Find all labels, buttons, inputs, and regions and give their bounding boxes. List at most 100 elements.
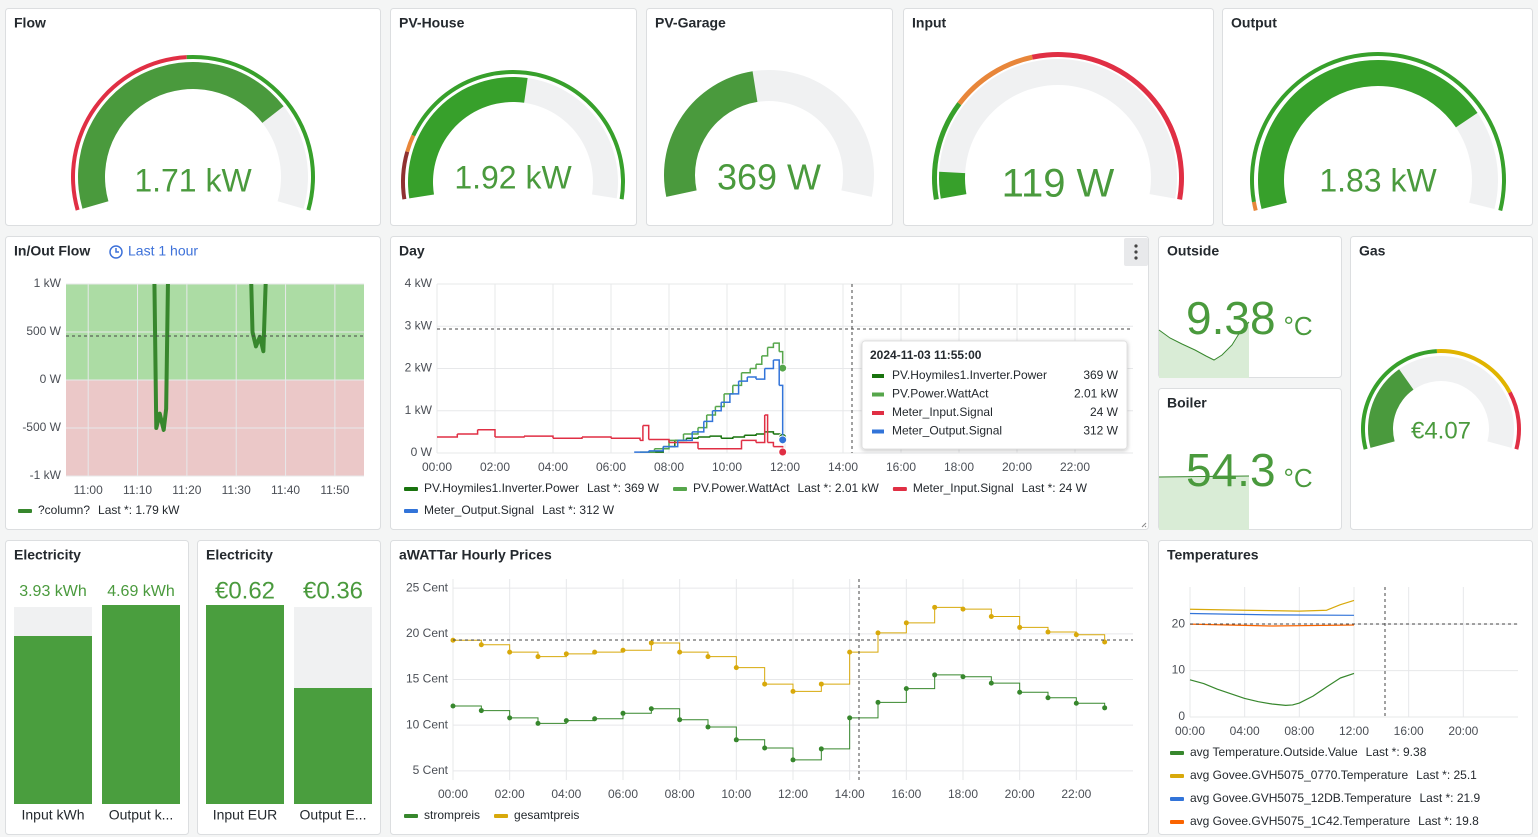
line-step — [698, 414, 708, 429]
line-step — [756, 414, 766, 444]
line-step — [437, 433, 459, 438]
gauge-value: 369 W — [717, 157, 821, 198]
tooltip-time: 2024-11-03 11:55:00 — [870, 348, 982, 362]
bar-label: Input kWh — [21, 807, 84, 823]
point — [620, 647, 626, 653]
line-step — [683, 427, 699, 435]
legend-label: gesamtpreis — [514, 808, 579, 822]
point — [762, 745, 768, 751]
sparkline-area — [1159, 322, 1249, 378]
tooltip-value: 2.01 kW — [1074, 387, 1119, 401]
content: 1.71 kW 1.92 kW 369 W 119 W 1.83 kW €4.07 9.38… — [14, 51, 1521, 828]
x-tick-label: 14:00 — [835, 787, 865, 801]
y-tick-label: 0 W — [411, 445, 433, 459]
x-tick-label: 08:00 — [1284, 724, 1314, 738]
point — [903, 620, 909, 626]
panel-title: Electricity — [206, 547, 273, 563]
line-step — [477, 429, 496, 437]
gauge-threshold — [1436, 349, 1512, 394]
line-step — [715, 393, 725, 408]
line-step — [727, 440, 743, 450]
line-step — [651, 708, 681, 720]
legend-label: PV.Power.WattAct — [693, 481, 790, 495]
line-step — [779, 384, 784, 440]
bar-label: Output k... — [109, 807, 174, 823]
point — [875, 630, 881, 636]
point — [790, 688, 796, 694]
line-step — [906, 674, 936, 690]
gauge-threshold — [401, 151, 410, 200]
line-step — [878, 688, 907, 703]
sparkline — [1158, 475, 1250, 478]
line-step — [706, 406, 717, 416]
x-tick-label: 11:40 — [271, 483, 300, 497]
legend-last: Last *: 19.8 — [1418, 814, 1479, 828]
gauge-fill — [1258, 59, 1478, 210]
stat-unit: °C — [1284, 311, 1313, 341]
panel — [390, 8, 637, 226]
x-tick-label: 11:00 — [74, 483, 103, 497]
line-step — [669, 441, 699, 449]
bar-label: Output E... — [300, 807, 367, 823]
bar-value: €0.36 — [303, 577, 363, 604]
x-tick-label: 11:20 — [172, 483, 201, 497]
sparkline — [1158, 321, 1250, 361]
gauge-value: €4.07 — [1411, 417, 1471, 444]
panel-title: PV-House — [399, 15, 465, 31]
legend-last: Last *: 24 W — [1022, 481, 1088, 495]
point — [620, 710, 626, 716]
point — [960, 674, 966, 680]
legend-swatch — [1170, 774, 1184, 778]
x-tick-label: 02:00 — [495, 787, 525, 801]
tooltip-swatch — [872, 411, 884, 415]
gauge-value: 119 W — [1002, 162, 1115, 206]
bar-fill — [294, 688, 372, 804]
legend-swatch — [404, 814, 418, 818]
legend-swatch — [494, 814, 509, 818]
line — [1189, 612, 1355, 616]
legend-label: strompreis — [424, 808, 480, 822]
point — [733, 737, 739, 743]
x-tick-label: 16:00 — [891, 787, 921, 801]
panel-title: Temperatures — [1167, 547, 1259, 563]
line-step — [708, 726, 737, 740]
tooltip-swatch — [872, 429, 884, 434]
point — [507, 715, 513, 721]
line-step — [756, 368, 766, 380]
x-tick-label: 14:00 — [828, 460, 858, 474]
legend-label: avg Govee.GVH5075_12DB.Temperature — [1190, 791, 1412, 805]
line-step — [729, 381, 740, 395]
point — [1045, 629, 1051, 635]
y-tick-label: 5 Cent — [413, 763, 449, 777]
legend-label: Meter_Input.Signal — [913, 481, 1014, 495]
tooltip-label: PV.Hoymiles1.Inverter.Power — [892, 368, 1047, 382]
bar-fill — [206, 605, 284, 804]
y-tick-label: 20 — [1172, 616, 1186, 630]
line-step — [663, 440, 679, 448]
x-tick-label: 22:00 — [1060, 460, 1090, 474]
legend-last: Last *: 2.01 kW — [798, 481, 880, 495]
menu-dot — [1134, 250, 1138, 254]
panel-title: aWATTar Hourly Prices — [399, 547, 552, 563]
legend-last: Last *: 369 W — [587, 481, 660, 495]
clock-hand — [115, 248, 119, 253]
panel-title: Outside — [1167, 243, 1219, 259]
time-range[interactable]: Last 1 hour — [128, 243, 198, 259]
point — [478, 708, 484, 714]
y-tick-label: 10 — [1172, 663, 1186, 677]
x-tick-label: 00:00 — [1175, 724, 1205, 738]
line-step — [750, 364, 757, 370]
resize-handle — [1141, 522, 1147, 528]
panel-title: Output — [1231, 15, 1277, 31]
line-step — [732, 372, 743, 387]
x-tick-label: 20:00 — [1002, 460, 1032, 474]
tooltip-label: Meter_Input.Signal — [892, 405, 993, 419]
panel — [646, 8, 893, 226]
line-step — [779, 350, 784, 369]
line — [1189, 599, 1355, 612]
hover-point — [778, 447, 788, 457]
bar-label: Input EUR — [213, 807, 278, 823]
x-tick-label: 20:00 — [1005, 787, 1035, 801]
point — [478, 642, 484, 648]
